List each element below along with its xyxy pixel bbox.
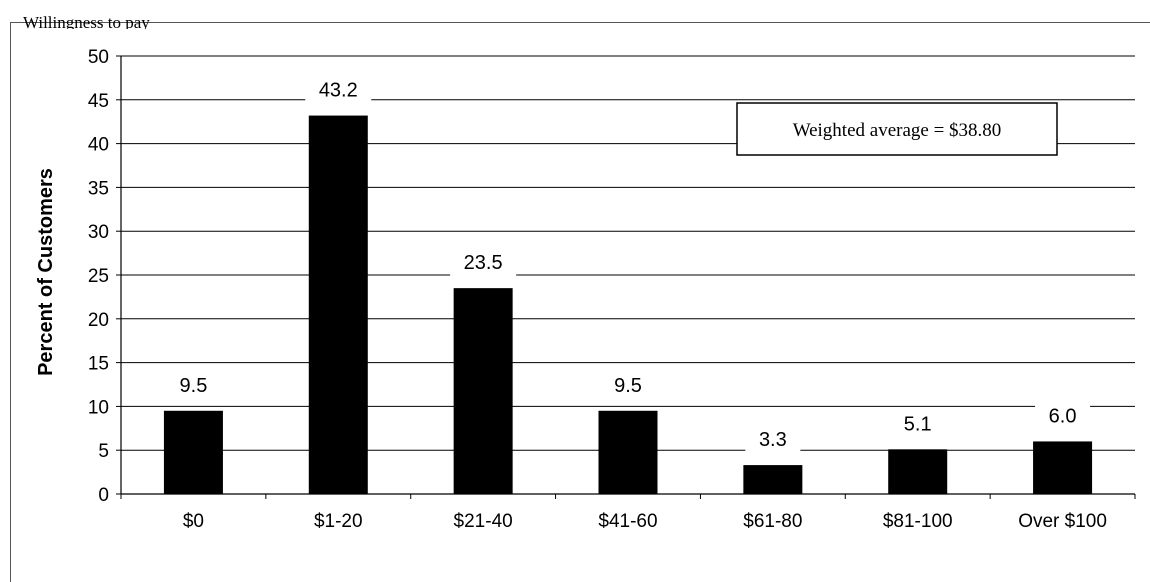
data-label-bg (600, 368, 656, 399)
data-label: 9.5 (614, 375, 642, 397)
data-label: 3.3 (759, 429, 787, 451)
annotation-text: Weighted average = $38.80 (793, 120, 1002, 141)
x-tick-label: Over $100 (1018, 511, 1107, 532)
y-tick-label: 20 (88, 310, 109, 331)
header-text: Willingness to pay (23, 13, 150, 29)
data-label-bg (890, 407, 946, 438)
bar (163, 410, 223, 494)
data-label-bg (450, 246, 517, 277)
labels: $0 9.5 $1-20 43.2 $21-40 23.5 $41-60 9.5 $61-80 3… (165, 73, 1107, 532)
y-tick-label: 50 (88, 47, 109, 68)
data-label: 43.2 (319, 80, 358, 102)
y-tick-label: 0 (98, 485, 109, 506)
x-tick-label: $0 (183, 511, 204, 532)
y-tick-label: 10 (88, 397, 109, 418)
y-tick-label: 25 (88, 266, 109, 287)
data-label-bg (305, 73, 372, 104)
y-tick-label: 45 (88, 91, 109, 112)
x-tick-label: $61-80 (743, 511, 802, 532)
y-tick-label: 5 (98, 441, 109, 462)
axes: 0 5 10 15 20 25 30 35 40 45 50 (88, 47, 1136, 506)
bar (888, 449, 948, 494)
data-label: 5.1 (904, 413, 932, 435)
data-label-bg (1035, 399, 1091, 430)
x-tick-label: $1-20 (314, 511, 363, 532)
x-tick-label: $21-40 (454, 511, 513, 532)
bar (598, 410, 658, 494)
y-tick-label: 15 (88, 354, 109, 375)
bar (743, 465, 803, 494)
data-label: 23.5 (464, 252, 503, 274)
bars (163, 115, 1093, 495)
bar (1033, 441, 1093, 494)
data-label-bg (745, 423, 801, 454)
y-tick-label: 35 (88, 178, 109, 199)
data-label: 6.0 (1049, 405, 1077, 427)
bar (308, 115, 368, 495)
y-axis-label: Percent of Customers (35, 168, 57, 376)
chart-frame: Willingness to pay (10, 13, 1150, 582)
data-label-bg (165, 368, 221, 399)
x-tick-label: $41-60 (598, 511, 657, 532)
y-tick-label: 40 (88, 135, 109, 156)
y-tick-label: 30 (88, 222, 109, 243)
weighted-average-annotation: Weighted average = $38.80 (736, 102, 1058, 156)
data-label: 9.5 (180, 375, 208, 397)
x-tick-label: $81-100 (883, 511, 953, 532)
bar (453, 288, 513, 494)
